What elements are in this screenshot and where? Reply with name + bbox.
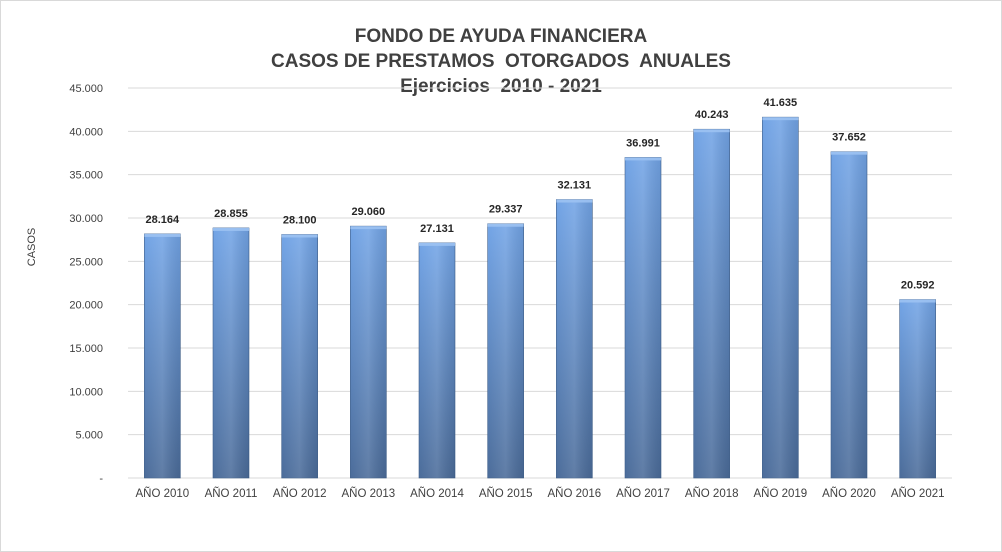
y-axis-label: CASOS (26, 228, 38, 267)
bar-shading (350, 226, 387, 478)
bar-top-edge (281, 234, 318, 238)
data-label: 37.652 (832, 132, 866, 144)
bar-shading (899, 299, 936, 478)
data-label: 20.592 (901, 280, 935, 292)
y-tick-label: 40.000 (69, 126, 103, 138)
bar-top-edge (831, 151, 867, 155)
bar-top-edge (419, 242, 455, 246)
gridlines (128, 87, 952, 479)
data-label: 29.060 (352, 206, 386, 218)
data-label: 40.243 (695, 109, 729, 121)
chart-title: FONDO DE AYUDA FINANCIERA CASOS DE PREST… (0, 24, 1002, 99)
bar-top-edge (625, 157, 661, 161)
x-tick-label: AÑO 2010 (135, 487, 189, 500)
data-labels: 28.164 28.855 28.100 29.060 27.131 29.337 32.1… (146, 97, 935, 291)
bar-shading (556, 199, 593, 479)
bar-top-edge (693, 129, 730, 133)
data-label: 32.131 (558, 180, 592, 192)
x-tick-label: AÑO 2016 (547, 487, 601, 500)
bar-shading (144, 233, 181, 478)
data-label: 28.855 (214, 208, 248, 220)
data-label: 41.635 (764, 97, 798, 109)
data-label: 29.337 (489, 204, 523, 216)
bars (144, 116, 936, 479)
y-tick-label: 10.000 (69, 386, 103, 398)
y-tick-label: 15.000 (69, 343, 103, 355)
y-axis-ticks: - 5.000 10.000 15.000 20.000 25.000 30.000 35.0… (69, 83, 103, 485)
x-tick-label: AÑO 2021 (891, 487, 945, 500)
y-tick-label: - (99, 473, 103, 485)
data-label: 28.164 (146, 214, 181, 226)
x-tick-label: AÑO 2020 (822, 487, 876, 500)
bar-top-edge (899, 299, 936, 303)
chart-title-line-3: Ejercicios 2010 - 2021 (400, 76, 602, 97)
x-tick-label: AÑO 2019 (753, 487, 807, 500)
bar-shading (281, 234, 318, 478)
x-tick-label: AÑO 2013 (341, 487, 395, 500)
bar-shading (625, 157, 661, 479)
x-tick-label: AÑO 2011 (205, 487, 258, 500)
bar-shading (762, 117, 799, 478)
data-label: 27.131 (420, 223, 454, 235)
chart-title-line-2: CASOS DE PRESTAMOS OTORGADOS ANUALES (271, 51, 731, 72)
x-axis-ticks: AÑO 2010 AÑO 2011 AÑO 2012 AÑO 2013 AÑO 2014… (135, 487, 944, 500)
y-tick-label: 30.000 (69, 213, 103, 225)
bar-shading (831, 151, 867, 478)
data-label: 36.991 (626, 137, 660, 149)
bar-shading (213, 227, 249, 478)
data-label: 28.100 (283, 214, 317, 226)
x-tick-label: AÑO 2012 (273, 487, 327, 500)
bar-top-edge (213, 227, 249, 231)
bar-top-edge (762, 117, 799, 121)
x-tick-label: AÑO 2014 (410, 487, 464, 500)
bar-top-edge (144, 233, 181, 237)
y-tick-label: 20.000 (69, 300, 103, 312)
y-tick-label: 35.000 (69, 170, 103, 182)
x-tick-label: AÑO 2017 (616, 487, 670, 500)
bar-shading (419, 242, 455, 478)
y-tick-label: 45.000 (69, 83, 103, 95)
y-tick-label: 5.000 (75, 430, 103, 442)
x-tick-label: AÑO 2015 (479, 487, 533, 500)
bar-top-edge (350, 226, 387, 230)
chart-title-line-1: FONDO DE AYUDA FINANCIERA (354, 26, 648, 47)
bar-shading (487, 223, 524, 478)
x-tick-label: AÑO 2018 (685, 487, 739, 500)
y-tick-label: 25.000 (69, 256, 103, 268)
bar-top-edge (556, 199, 593, 203)
bar-shading (693, 129, 730, 478)
bar-top-edge (487, 223, 524, 227)
